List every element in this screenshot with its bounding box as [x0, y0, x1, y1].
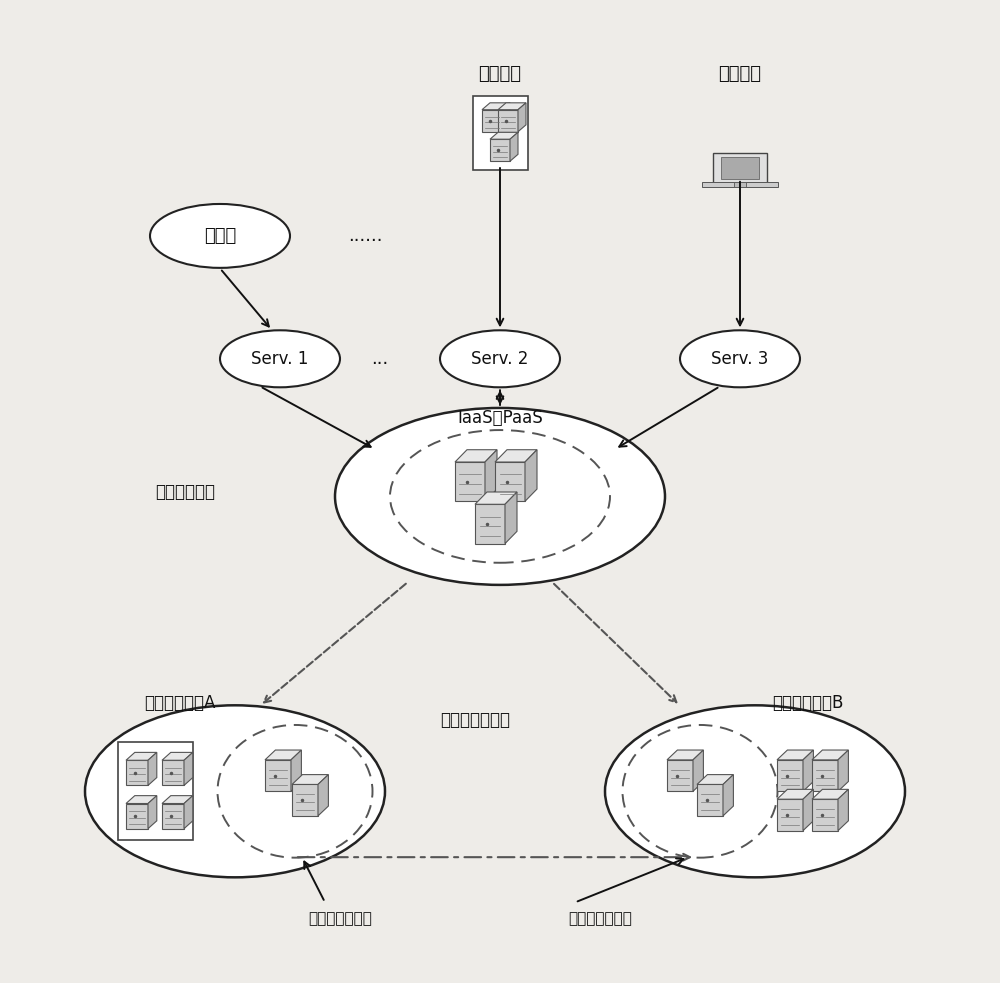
- Polygon shape: [812, 750, 848, 760]
- Text: 协作云提供商A: 协作云提供商A: [144, 694, 216, 712]
- Polygon shape: [162, 803, 184, 829]
- Polygon shape: [721, 157, 759, 179]
- Ellipse shape: [605, 706, 905, 877]
- Text: ......: ......: [348, 227, 382, 245]
- Text: 协作资源供应量: 协作资源供应量: [568, 911, 632, 927]
- Polygon shape: [291, 750, 301, 791]
- Polygon shape: [475, 492, 517, 504]
- Polygon shape: [265, 750, 301, 760]
- Polygon shape: [162, 795, 193, 803]
- Polygon shape: [265, 760, 291, 791]
- Polygon shape: [126, 752, 157, 760]
- Polygon shape: [777, 750, 813, 760]
- Text: ...: ...: [371, 350, 389, 368]
- Polygon shape: [495, 450, 537, 462]
- Text: 本地云提供商: 本地云提供商: [155, 483, 215, 500]
- Polygon shape: [812, 789, 848, 799]
- Polygon shape: [482, 110, 502, 132]
- Polygon shape: [838, 750, 848, 791]
- Text: IaaS，PaaS: IaaS，PaaS: [457, 409, 543, 427]
- Text: Serv. 2: Serv. 2: [471, 350, 529, 368]
- Polygon shape: [667, 760, 693, 791]
- Ellipse shape: [150, 204, 290, 267]
- Text: 协作云提供商B: 协作云提供商B: [772, 694, 844, 712]
- Polygon shape: [697, 775, 733, 784]
- Ellipse shape: [440, 330, 560, 387]
- Polygon shape: [455, 462, 485, 501]
- Polygon shape: [812, 760, 838, 791]
- Polygon shape: [475, 504, 505, 544]
- Bar: [473, 96, 528, 169]
- Polygon shape: [292, 784, 318, 816]
- Polygon shape: [482, 103, 510, 110]
- Polygon shape: [702, 182, 778, 187]
- Polygon shape: [803, 750, 813, 791]
- Polygon shape: [455, 450, 497, 462]
- Polygon shape: [292, 775, 328, 784]
- Polygon shape: [318, 775, 328, 816]
- Polygon shape: [162, 752, 193, 760]
- Polygon shape: [502, 103, 510, 132]
- Text: 普通用户: 普通用户: [718, 65, 762, 83]
- Polygon shape: [667, 750, 703, 760]
- Polygon shape: [126, 760, 148, 785]
- Polygon shape: [148, 795, 157, 829]
- Polygon shape: [525, 450, 537, 501]
- Polygon shape: [510, 133, 518, 161]
- Polygon shape: [505, 492, 517, 544]
- Polygon shape: [148, 752, 157, 785]
- Polygon shape: [126, 803, 148, 829]
- Ellipse shape: [335, 408, 665, 585]
- Polygon shape: [495, 462, 525, 501]
- Polygon shape: [498, 103, 526, 110]
- Ellipse shape: [85, 706, 385, 877]
- Polygon shape: [812, 799, 838, 831]
- Polygon shape: [777, 789, 813, 799]
- Polygon shape: [713, 153, 767, 183]
- Text: 协作资源供应量: 协作资源供应量: [308, 911, 372, 927]
- Polygon shape: [734, 182, 746, 187]
- Polygon shape: [777, 799, 803, 831]
- Polygon shape: [723, 775, 733, 816]
- Text: Serv. 1: Serv. 1: [251, 350, 309, 368]
- Polygon shape: [498, 110, 518, 132]
- Bar: [118, 742, 192, 840]
- Polygon shape: [777, 760, 803, 791]
- Polygon shape: [490, 133, 518, 140]
- Polygon shape: [184, 752, 193, 785]
- Polygon shape: [697, 784, 723, 816]
- Polygon shape: [490, 140, 510, 161]
- Polygon shape: [693, 750, 703, 791]
- Text: 水平动态云联盟: 水平动态云联盟: [440, 711, 510, 728]
- Ellipse shape: [220, 330, 340, 387]
- Polygon shape: [518, 103, 526, 132]
- Polygon shape: [184, 795, 193, 829]
- Ellipse shape: [680, 330, 800, 387]
- Text: Serv. 3: Serv. 3: [711, 350, 769, 368]
- Text: 企业用户: 企业用户: [479, 65, 522, 83]
- Polygon shape: [126, 795, 157, 803]
- Polygon shape: [162, 760, 184, 785]
- Polygon shape: [838, 789, 848, 831]
- Text: 企业云: 企业云: [204, 227, 236, 245]
- Polygon shape: [803, 789, 813, 831]
- Polygon shape: [485, 450, 497, 501]
